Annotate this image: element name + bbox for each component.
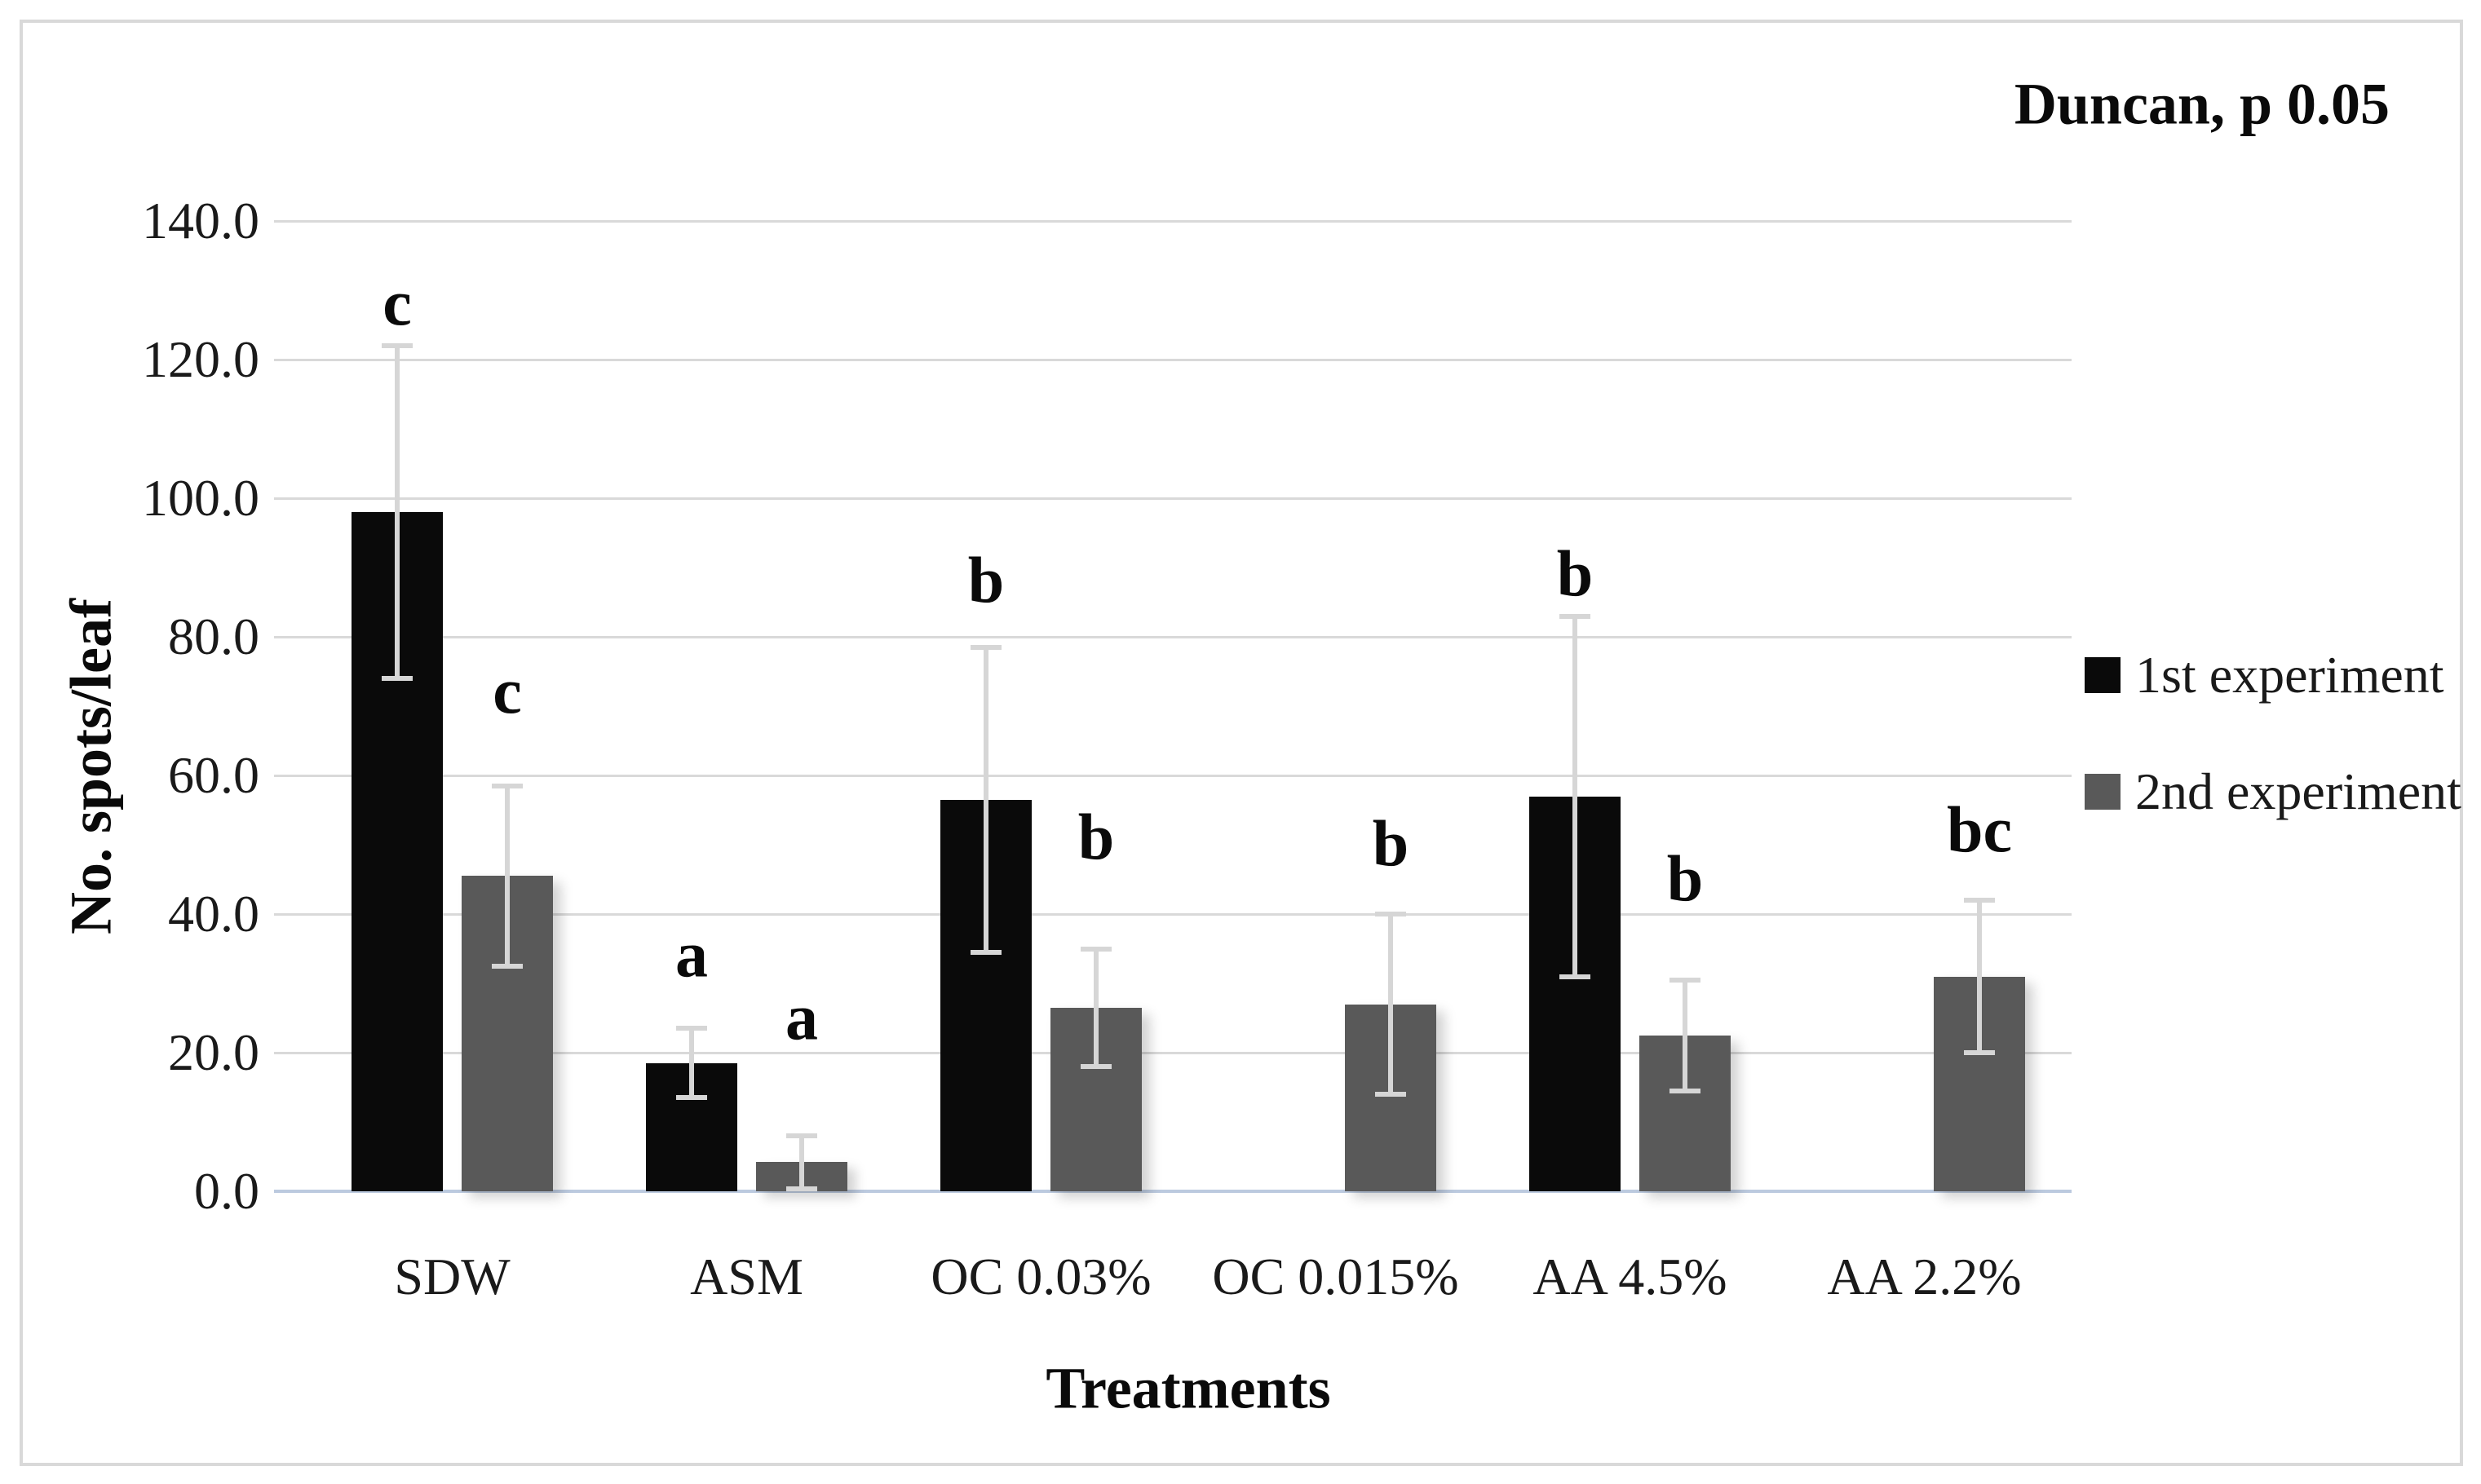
error-bar-oc-0-015-2nd-experiment <box>1388 914 1393 1094</box>
y-tick-label-120: 120.0 <box>142 330 259 388</box>
y-tick-label-140: 140.0 <box>142 192 259 250</box>
y-tick-100 <box>274 497 305 500</box>
error-cap-bottom-aa-4-5-2nd-experiment <box>1669 1088 1700 1093</box>
error-cap-bottom-aa-4-5-1st-experiment <box>1559 974 1590 979</box>
error-cap-bottom-asm-1st-experiment <box>676 1095 707 1101</box>
y-tick-label-20: 20.0 <box>168 1023 259 1081</box>
significance-letter-aa-2-2-2nd-experiment: bc <box>1947 794 2012 867</box>
x-category-label-oc-0-015: OC 0.015% <box>1212 1248 1459 1305</box>
error-bar-aa-4-5-2nd-experiment <box>1683 979 1687 1091</box>
y-tick-label-80: 80.0 <box>168 607 259 665</box>
x-axis-line <box>274 1190 2072 1193</box>
error-cap-bottom-oc-0-015-2nd-experiment <box>1375 1092 1406 1097</box>
y-tick-label-0: 0.0 <box>194 1162 259 1220</box>
error-bar-oc-0-03-1st-experiment <box>984 647 988 952</box>
error-cap-top-asm-2nd-experiment <box>786 1133 817 1138</box>
x-category-label-aa-2-2: AA 2.2% <box>1827 1248 2022 1305</box>
error-cap-bottom-oc-0-03-2nd-experiment <box>1081 1064 1112 1069</box>
error-cap-top-sdw-1st-experiment <box>382 343 413 348</box>
gridline-20 <box>305 1052 2072 1054</box>
error-cap-top-aa-2-2-2nd-experiment <box>1964 898 1995 903</box>
y-tick-140 <box>274 220 305 223</box>
error-bar-asm-1st-experiment <box>689 1028 694 1098</box>
y-tick-label-100: 100.0 <box>142 469 259 527</box>
error-cap-bottom-oc-0-03-1st-experiment <box>971 949 1002 955</box>
legend-swatch-1st-experiment <box>2085 657 2121 693</box>
x-category-label-oc-0-03: OC 0.03% <box>931 1248 1152 1305</box>
gridline-40 <box>305 913 2072 916</box>
significance-letter-oc-0-03-1st-experiment: b <box>967 545 1005 617</box>
error-bar-asm-2nd-experiment <box>799 1136 804 1189</box>
significance-letter-oc-0-03-2nd-experiment: b <box>1077 802 1115 873</box>
error-cap-top-aa-4-5-2nd-experiment <box>1669 977 1700 983</box>
error-bar-sdw-2nd-experiment <box>505 785 510 966</box>
error-cap-top-oc-0-03-2nd-experiment <box>1081 946 1112 952</box>
x-category-label-aa-4-5: AA 4.5% <box>1532 1248 1727 1305</box>
error-cap-top-asm-1st-experiment <box>676 1026 707 1031</box>
significance-letter-sdw-1st-experiment: c <box>383 267 412 340</box>
legend-swatch-2nd-experiment <box>2085 774 2121 810</box>
error-bar-oc-0-03-2nd-experiment <box>1094 948 1099 1067</box>
significance-letter-aa-4-5-1st-experiment: b <box>1556 538 1594 610</box>
error-cap-bottom-asm-2nd-experiment <box>786 1186 817 1191</box>
gridline-120 <box>305 359 2072 361</box>
y-tick-120 <box>274 359 305 361</box>
error-cap-bottom-sdw-2nd-experiment <box>492 963 523 969</box>
error-cap-top-oc-0-03-1st-experiment <box>971 644 1002 650</box>
y-tick-40 <box>274 913 305 916</box>
y-tick-label-40: 40.0 <box>168 885 259 943</box>
error-bar-aa-2-2-2nd-experiment <box>1977 900 1982 1053</box>
error-cap-top-aa-4-5-1st-experiment <box>1559 613 1590 619</box>
x-category-label-sdw: SDW <box>394 1248 511 1305</box>
error-cap-top-sdw-2nd-experiment <box>492 783 523 788</box>
significance-letter-asm-2nd-experiment: a <box>785 982 818 1053</box>
legend-item-1st-experiment: 1st experiment <box>2085 645 2444 705</box>
significance-letter-oc-0-015-2nd-experiment: b <box>1372 808 1409 881</box>
significance-letter-asm-1st-experiment: a <box>675 919 708 992</box>
error-cap-bottom-sdw-1st-experiment <box>382 676 413 681</box>
gridline-60 <box>305 775 2072 777</box>
y-axis-title: No. spots/leaf <box>58 598 124 934</box>
x-category-label-asm: ASM <box>690 1248 803 1305</box>
error-cap-bottom-aa-2-2-2nd-experiment <box>1964 1050 1995 1055</box>
annotation-duncan: Duncan, p 0.05 <box>2014 71 2390 137</box>
legend-item-2nd-experiment: 2nd experiment <box>2085 762 2461 822</box>
y-tick-60 <box>274 775 305 777</box>
y-tick-label-60: 60.0 <box>168 746 259 804</box>
legend-label-1st-experiment: 1st experiment <box>2135 646 2444 704</box>
significance-letter-sdw-2nd-experiment: c <box>493 656 522 728</box>
error-cap-top-oc-0-015-2nd-experiment <box>1375 912 1406 916</box>
chart-border <box>20 20 2463 1466</box>
legend-label-2nd-experiment: 2nd experiment <box>2135 762 2461 820</box>
gridline-140 <box>305 220 2072 223</box>
x-axis-title: Treatments <box>1046 1355 1331 1421</box>
error-bar-aa-4-5-1st-experiment <box>1572 616 1577 977</box>
significance-letter-aa-4-5-2nd-experiment: b <box>1666 843 1704 915</box>
error-bar-sdw-1st-experiment <box>395 346 400 678</box>
gridline-80 <box>305 636 2072 638</box>
y-tick-80 <box>274 636 305 638</box>
gridline-100 <box>305 497 2072 500</box>
y-tick-20 <box>274 1052 305 1054</box>
